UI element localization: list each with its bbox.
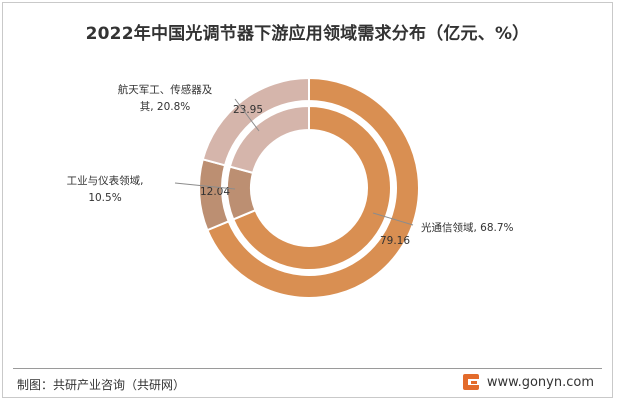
gonyn-logo-icon (462, 374, 479, 390)
leader-line-1 (174, 182, 236, 190)
leader-line-2 (234, 98, 260, 132)
outer-label-2-line-0: 航天军工、传感器及 (118, 83, 213, 96)
chart-frame: 2022年中国光调节器下游应用领域需求分布（亿元、%） 79.16 12.04 23… (2, 2, 613, 398)
brand[interactable]: www.gonyn.com (462, 374, 594, 390)
outer-label-1-line-0: 工业与仪表领域, (67, 174, 144, 187)
outer-slice-0 (206, 76, 420, 299)
inner-value-label-0: 79.16 (380, 235, 410, 247)
outer-slice-2 (201, 76, 310, 167)
outer-label-0-line-0: 光通信领域, 68.7% (421, 221, 514, 234)
outer-label-1-line-1: 10.5% (88, 192, 121, 204)
donut-chart: 79.16 12.04 23.95 光通信领域, 68.7% 工业与仪表领域, 10.5%… (67, 76, 514, 299)
inner-slice-1 (226, 165, 257, 221)
chart-title: 2022年中国光调节器下游应用领域需求分布（亿元、%） (85, 24, 530, 44)
brand-url[interactable]: www.gonyn.com (486, 374, 594, 390)
inner-slice-2 (228, 104, 310, 175)
leader-line-0 (372, 212, 414, 226)
footer-divider (13, 368, 602, 369)
outer-label-2-line-1: 其, 20.8% (140, 101, 191, 113)
inner-value-label-2: 23.95 (233, 104, 263, 116)
source-note: 制图：共研产业咨询（共研网） (17, 378, 186, 392)
inner-value-label-1: 12.04 (200, 186, 230, 198)
inner-slice-0 (231, 104, 392, 271)
